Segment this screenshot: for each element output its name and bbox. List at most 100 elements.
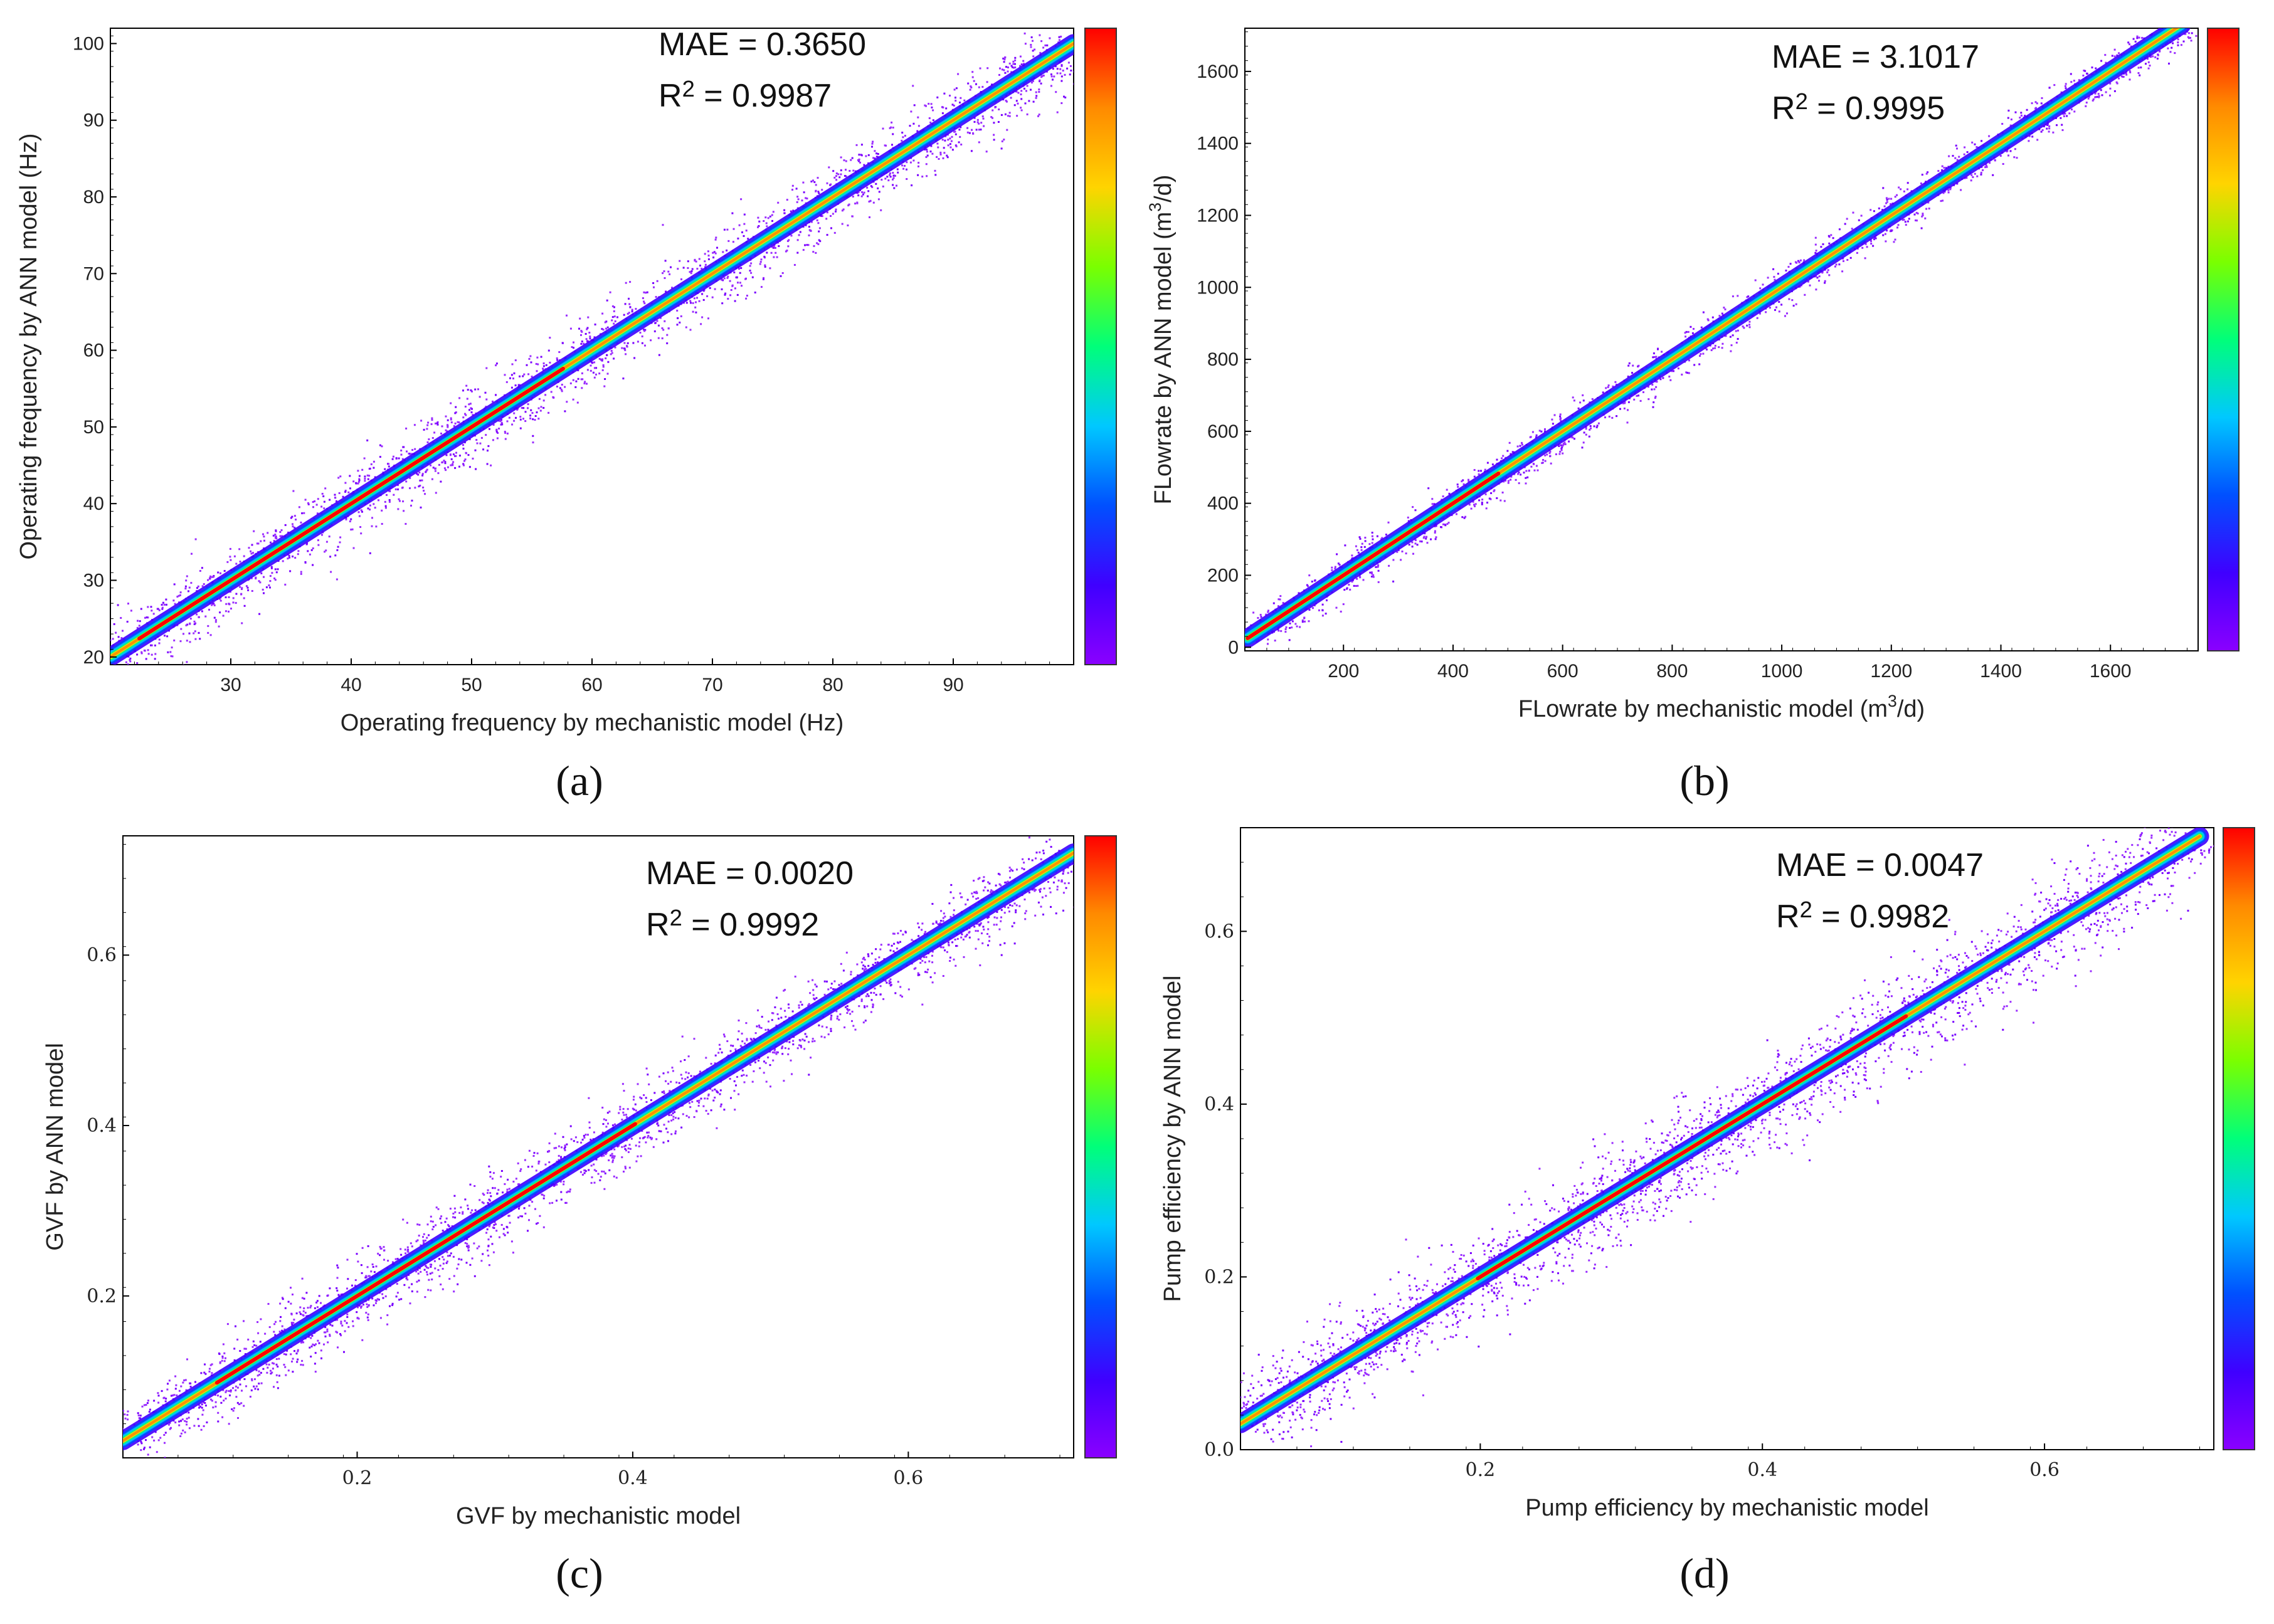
scatter-point [1407,516,1409,519]
scatter-point [495,431,498,433]
scatter-point [515,416,517,419]
scatter-point [1353,584,1355,587]
scatter-point [1427,487,1430,490]
scatter-point [808,229,811,231]
scatter-point [259,581,262,584]
scatter-point [946,154,948,157]
scatter-point [189,641,191,643]
scatter-point [1056,72,1059,75]
scatter-point [791,184,794,187]
scatter-point [2173,25,2175,27]
scatter-point [235,602,237,604]
scatter-point [758,220,761,223]
scatter-point [1548,452,1551,454]
scatter-point [458,397,461,399]
scatter-point [815,189,817,192]
scatter-point [593,336,596,339]
scatter-point [344,490,347,492]
scatter-point [747,238,749,240]
scatter-point [818,239,820,241]
scatter-point [1007,66,1009,68]
scatter-point [403,510,405,512]
scatter-point [1388,564,1390,567]
scatter-point [462,463,465,465]
scatter-point [189,622,191,625]
scatter-point [1510,478,1512,481]
scatter-point [1457,486,1459,488]
scatter-point [659,317,662,319]
scatter-point [284,583,287,586]
scatter-point [780,275,782,277]
scatter-point [213,602,215,604]
scatter-point [845,169,847,171]
scatter-point [300,572,302,575]
scatter-point [572,379,574,381]
scatter-point [687,267,689,269]
scatter-point [1067,61,1070,64]
scatter-point [969,88,971,91]
scatter-point [632,342,635,344]
scatter-point [934,174,937,176]
scatter-point [334,493,336,496]
scatter-point [958,141,960,144]
scatter-point [191,552,193,555]
x-axis-label: Operating frequency by mechanistic model… [341,710,844,736]
scatter-point [729,280,731,282]
scatter-point [1349,588,1351,591]
scatter-point [2097,93,2100,95]
scatter-point [471,390,473,393]
scatter-point [312,547,314,549]
scatter-point [664,260,667,262]
scatter-point [867,154,870,156]
scatter-point [757,226,759,228]
scatter-point [738,224,741,226]
scatter-point [1826,271,1829,273]
scatter-point [1461,480,1463,483]
scatter-point [581,387,583,389]
scatter-point [1690,325,1692,328]
scatter-point [1030,82,1033,84]
scatter-point [2177,44,2179,46]
scatter-point [2010,119,2012,120]
scatter-point [1066,67,1069,70]
scatter-point [399,500,401,502]
scatter-point [1975,146,1978,148]
scatter-point [1060,35,1062,38]
scatter-point [2129,78,2131,81]
scatter-point [217,571,219,574]
scatter-point [771,214,773,216]
scatter-point [1472,500,1474,503]
scatter-point [1927,171,1929,174]
scatter-point [435,422,436,424]
scatter-point [1774,308,1776,311]
scatter-point [1411,541,1414,544]
scatter-point [141,667,143,669]
scatter-point [1762,283,1764,286]
scatter-point [830,183,832,186]
scatter-point [1361,542,1363,545]
scatter-point [875,152,878,155]
scatter-point [154,644,156,646]
scatter-point [1303,616,1306,619]
scatter-point [2048,87,2051,89]
scatter-point [2014,148,2016,150]
scatter-point [1000,147,1003,150]
scatter-point [1059,72,1062,75]
scatter-point [357,480,360,483]
scatter-point [605,357,607,359]
scatter-point [830,215,832,217]
scatter-point [1787,266,1790,268]
scatter-point [584,381,586,383]
scatter-point [1941,165,1943,167]
scatter-point [1681,373,1683,376]
scatter-point [422,487,425,488]
x-tick-label: 40 [341,675,361,695]
scatter-point [1265,613,1267,616]
scatter-point [891,121,893,124]
scatter-point [929,121,932,124]
scatter-point [423,490,425,492]
scatter-point [532,435,534,437]
scatter-point [1742,325,1744,328]
scatter-point [906,168,907,171]
scatter-point [1700,326,1703,329]
